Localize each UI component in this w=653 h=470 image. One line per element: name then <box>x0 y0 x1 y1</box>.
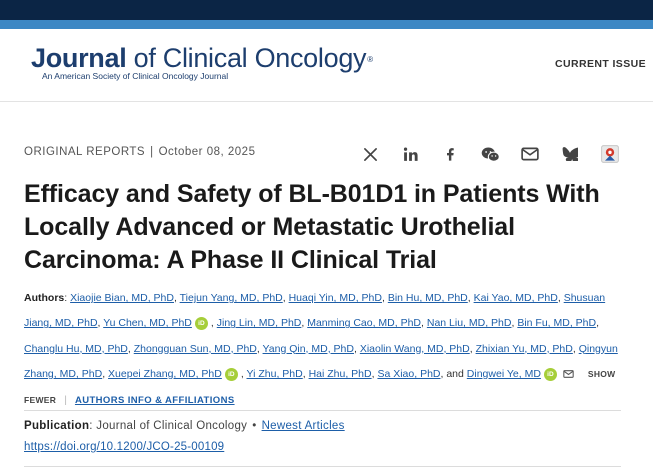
author-link[interactable]: Yi Zhu, PhD <box>246 367 303 380</box>
author-link[interactable]: Xiaojie Bian, MD, PhD <box>70 292 174 304</box>
author-link[interactable]: Xiaolin Wang, MD, PhD <box>359 342 470 355</box>
divider <box>24 466 621 467</box>
email-icon[interactable] <box>563 363 574 388</box>
newest-articles-link[interactable]: Newest Articles <box>261 420 345 432</box>
author-link[interactable]: Yu Chen, MD, PhD <box>103 317 192 330</box>
show-fewer-button[interactable]: SHOW FEWER <box>24 368 616 406</box>
publication-journal: Journal of Clinical Oncology <box>96 420 248 432</box>
author-link[interactable]: Hai Zhu, PhD <box>308 367 372 380</box>
email-icon[interactable] <box>520 144 540 164</box>
author-link[interactable]: Tiejun Yang, MD, PhD <box>179 292 283 304</box>
article-meta: ORIGINAL REPORTS | October 08, 2025 <box>24 146 255 158</box>
top-banner-bar <box>0 0 653 20</box>
author-link[interactable]: Changlu Hu, MD, PhD <box>24 342 128 355</box>
author-list: Authors: Xiaojie Bian, MD, PhD, Tiejun Y… <box>24 286 624 413</box>
bullet-separator: • <box>252 420 257 432</box>
authors-and: and <box>446 367 464 380</box>
share-toolbar <box>360 144 620 164</box>
citation-manager-icon[interactable] <box>600 144 620 164</box>
divider <box>24 410 621 411</box>
author-link[interactable]: Zhixian Yu, MD, PhD <box>475 342 573 355</box>
article-type: ORIGINAL REPORTS <box>24 146 146 158</box>
x-twitter-icon[interactable] <box>360 144 380 164</box>
logo-word-journal: Journal <box>31 43 127 73</box>
logo-wordmark: Journal of Clinical Oncology® <box>31 44 373 72</box>
meta-separator: | <box>150 146 154 158</box>
logo-word-rest: of Clinical Oncology <box>126 43 367 73</box>
doi-link[interactable]: https://doi.org/10.1200/JCO-25-00109 <box>24 441 225 453</box>
author-link[interactable]: Dingwei Ye, MD <box>466 367 541 380</box>
site-header: Journal of Clinical Oncology® An America… <box>0 29 653 102</box>
orcid-icon[interactable]: iD <box>224 367 238 381</box>
orcid-icon[interactable]: iD <box>194 317 208 331</box>
article-date: October 08, 2025 <box>158 146 256 158</box>
divider: | <box>64 394 67 407</box>
author-link[interactable]: Qingyun Zhang, MD, PhD <box>24 342 618 380</box>
wechat-icon[interactable] <box>480 144 500 164</box>
logo-registered-mark: ® <box>367 55 373 64</box>
bluesky-icon[interactable] <box>560 144 580 164</box>
author-link[interactable]: Xuepei Zhang, MD, PhD <box>108 367 222 380</box>
author-link[interactable]: Bin Fu, MD, PhD <box>517 317 597 330</box>
author-link[interactable]: Jing Lin, MD, PhD <box>216 317 302 330</box>
top-accent-bar <box>0 20 653 29</box>
logo-subtitle: An American Society of Clinical Oncology… <box>42 71 229 81</box>
author-link[interactable]: Shusuan Jiang, MD, PhD <box>24 292 606 330</box>
author-link[interactable]: Sa Xiao, PhD <box>377 367 441 380</box>
publication-label: Publication <box>24 420 90 432</box>
author-link[interactable]: Nan Liu, MD, PhD <box>426 317 512 330</box>
authors-label: Authors <box>24 292 65 304</box>
author-link[interactable]: Kai Yao, MD, PhD <box>473 292 558 304</box>
journal-logo[interactable]: Journal of Clinical Oncology® An America… <box>31 44 373 81</box>
facebook-icon[interactable] <box>440 144 460 164</box>
author-link[interactable]: Huaqi Yin, MD, PhD <box>288 292 382 304</box>
article-title: Efficacy and Safety of BL-B01D1 in Patie… <box>24 180 600 274</box>
author-link[interactable]: Yang Qin, MD, PhD <box>262 342 354 355</box>
current-issue-link[interactable]: CURRENT ISSUE <box>555 58 646 70</box>
authors-affiliations-link[interactable]: AUTHORS INFO & AFFILIATIONS <box>74 395 235 407</box>
author-link[interactable]: Manming Cao, MD, PhD <box>307 317 422 330</box>
author-link[interactable]: Zhongguan Sun, MD, PhD <box>133 342 257 355</box>
orcid-icon[interactable]: iD <box>543 367 557 381</box>
author-link[interactable]: Bin Hu, MD, PhD <box>387 292 468 304</box>
publication-line: Publication: Journal of Clinical Oncolog… <box>24 420 345 432</box>
linkedin-icon[interactable] <box>400 144 420 164</box>
